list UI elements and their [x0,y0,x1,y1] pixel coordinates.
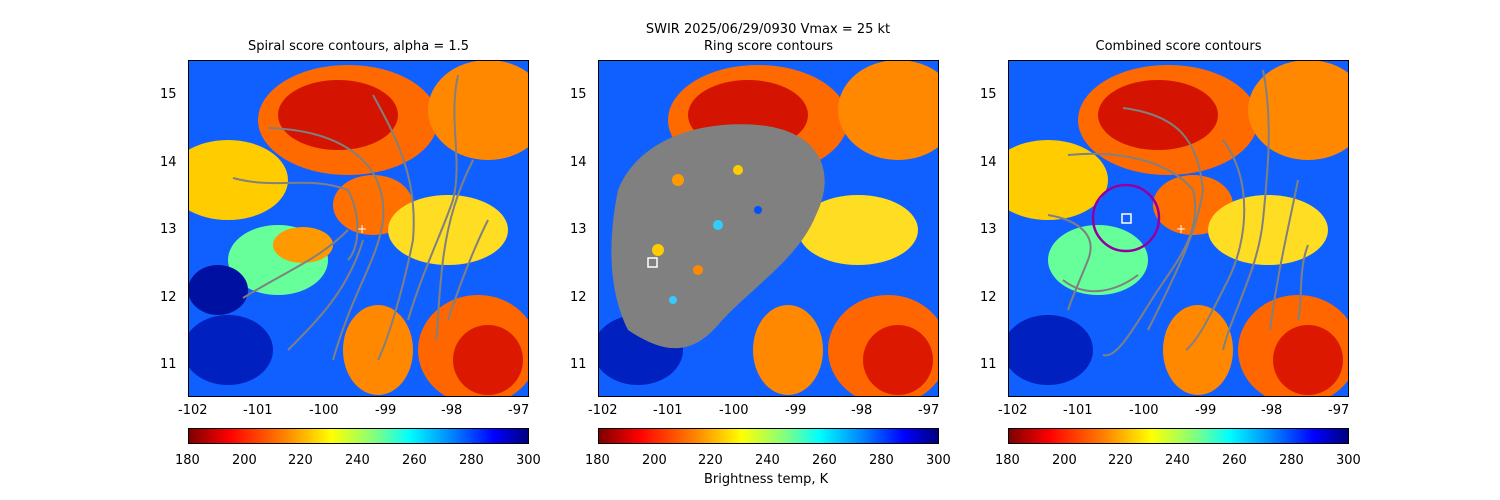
panel-3-ring-circle [1091,183,1161,253]
panel-1-title: Spiral score contours, alpha = 1.5 [247,39,470,54]
panel-2-xtick: -97 [918,403,940,418]
panel-3-center-cross: + [1176,222,1186,236]
panel-2-colorbar [598,428,939,444]
panel-3-ytick: 12 [980,290,997,305]
panel-1-ytick: 14 [160,155,177,170]
panel-3-xtick: -100 [1129,403,1159,418]
colorbar-2-tick: 240 [755,453,780,468]
panel-1-xtick: -98 [441,403,463,418]
panel-3-xtick: -99 [1195,403,1217,418]
panel-3-ytick: 15 [980,87,997,102]
panel-3-xtick: -101 [1063,403,1093,418]
colorbar-2-tick: 280 [869,453,894,468]
panel-1-ytick: 11 [160,357,177,372]
panel-1-colorbar [188,428,529,444]
colorbar-1-tick: 280 [459,453,484,468]
panel-3-square-marker [1121,213,1132,224]
colorbar-2-tick: 180 [585,453,610,468]
colorbar-3-tick: 300 [1336,453,1361,468]
figure-suptitle: SWIR 2025/06/29/0930 Vmax = 25 kt [645,22,891,37]
panel-2-xtick: -99 [785,403,807,418]
panel-1-xtick: -97 [508,403,530,418]
panel-2-title: Ring score contours [703,39,834,54]
panel-1-svg: + [188,60,529,397]
panel-3-xtick: -97 [1328,403,1350,418]
colorbar-3-tick: 200 [1052,453,1077,468]
panel-2-ytick: 15 [570,87,587,102]
panel-1-xtick: -101 [243,403,273,418]
colorbar-3-tick: 180 [995,453,1020,468]
panel-1-ytick: 12 [160,290,177,305]
panel-1-contours [232,74,489,361]
panel-1-ytick: 15 [160,87,177,102]
panel-2-xtick: -102 [588,403,618,418]
panel-2-xtick: -101 [653,403,683,418]
colorbar-2-tick: 200 [642,453,667,468]
colorbar-1-tick: 240 [345,453,370,468]
panel-2-ring-contours [611,124,825,349]
colorbar-1-tick: 220 [288,453,313,468]
panel-3-ytick: 11 [980,357,997,372]
panel-2-xtick: -100 [719,403,749,418]
panel-1-heatmap: + [188,60,529,397]
colorbar-2-tick: 300 [926,453,951,468]
panel-3-xtick: -102 [998,403,1028,418]
panel-2-heatmap [598,60,939,397]
panel-2-ytick: 12 [570,290,587,305]
panel-2-xtick: -98 [851,403,873,418]
colorbar-3-tick: 220 [1108,453,1133,468]
panel-3-title: Combined score contours [1095,39,1262,54]
colorbar-3-tick: 280 [1279,453,1304,468]
panel-3-contours [1047,69,1309,357]
panel-2-ytick: 14 [570,155,587,170]
panel-3-svg: + [1008,60,1349,397]
panel-1-xtick: -100 [309,403,339,418]
panel-3-ytick: 14 [980,155,997,170]
panel-1-xtick: -99 [375,403,397,418]
colorbar-1-tick: 200 [232,453,257,468]
panel-1-xtick: -102 [178,403,208,418]
panel-3-xtick: -98 [1261,403,1283,418]
panel-2-ring-speckles [652,165,762,304]
panel-3-heatmap: + [1008,60,1349,397]
colorbar-2-tick: 220 [698,453,723,468]
panel-2-ytick: 11 [570,357,587,372]
colorbar-label: Brightness temp, K [704,472,829,487]
panel-1-center-cross: + [357,222,367,236]
panel-1-background [188,60,529,397]
panel-2-svg [598,60,939,397]
colorbar-1-tick: 300 [516,453,541,468]
colorbar-1-tick: 260 [402,453,427,468]
colorbar-3-tick: 240 [1165,453,1190,468]
panel-2-square-marker [647,257,658,268]
panel-2-ytick: 13 [570,222,587,237]
colorbar-1-tick: 180 [175,453,200,468]
panel-3-background [1008,60,1349,397]
panel-3-colorbar [1008,428,1349,444]
panel-3-ytick: 13 [980,222,997,237]
colorbar-3-tick: 260 [1222,453,1247,468]
panel-1-ytick: 13 [160,222,177,237]
colorbar-2-tick: 260 [812,453,837,468]
